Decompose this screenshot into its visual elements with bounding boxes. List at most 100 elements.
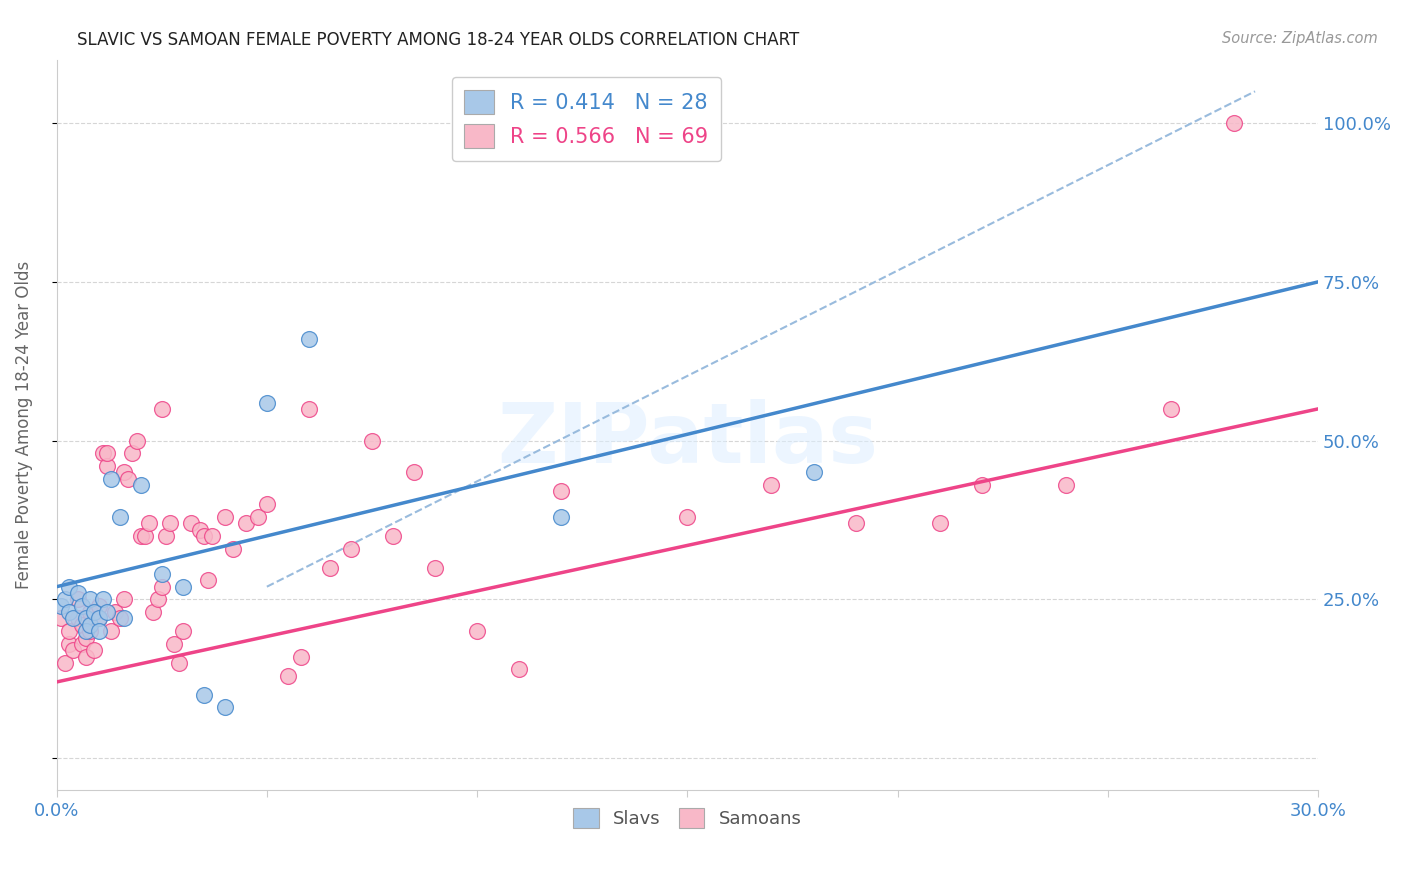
Point <box>108 611 131 625</box>
Point <box>146 592 169 607</box>
Point <box>79 605 101 619</box>
Point <box>150 580 173 594</box>
Point <box>58 580 80 594</box>
Point <box>75 631 97 645</box>
Point <box>62 611 84 625</box>
Point <box>970 478 993 492</box>
Point <box>96 605 118 619</box>
Point <box>100 624 122 639</box>
Text: ZIPatlas: ZIPatlas <box>496 399 877 480</box>
Point <box>66 611 89 625</box>
Point <box>256 497 278 511</box>
Point <box>96 446 118 460</box>
Point <box>142 605 165 619</box>
Point <box>70 637 93 651</box>
Point <box>193 688 215 702</box>
Point <box>53 592 76 607</box>
Point <box>340 541 363 556</box>
Point <box>91 446 114 460</box>
Point <box>290 649 312 664</box>
Point <box>193 529 215 543</box>
Point <box>247 509 270 524</box>
Point <box>129 478 152 492</box>
Point <box>423 560 446 574</box>
Point <box>167 656 190 670</box>
Point <box>83 605 105 619</box>
Point <box>112 611 135 625</box>
Text: SLAVIC VS SAMOAN FEMALE POVERTY AMONG 18-24 YEAR OLDS CORRELATION CHART: SLAVIC VS SAMOAN FEMALE POVERTY AMONG 18… <box>77 31 800 49</box>
Point <box>125 434 148 448</box>
Point <box>49 599 72 613</box>
Point <box>676 509 699 524</box>
Point <box>550 509 572 524</box>
Point <box>155 529 177 543</box>
Point <box>75 611 97 625</box>
Point <box>87 599 110 613</box>
Point <box>79 624 101 639</box>
Point <box>100 472 122 486</box>
Point <box>172 580 194 594</box>
Point <box>62 643 84 657</box>
Point <box>201 529 224 543</box>
Point <box>1223 116 1246 130</box>
Point <box>222 541 245 556</box>
Point <box>214 700 236 714</box>
Point <box>66 586 89 600</box>
Point <box>298 401 321 416</box>
Point <box>70 599 93 613</box>
Point <box>87 611 110 625</box>
Point <box>75 624 97 639</box>
Point <box>150 401 173 416</box>
Point <box>803 466 825 480</box>
Point <box>87 624 110 639</box>
Point <box>104 605 127 619</box>
Point <box>361 434 384 448</box>
Point <box>79 617 101 632</box>
Y-axis label: Female Poverty Among 18-24 Year Olds: Female Poverty Among 18-24 Year Olds <box>15 260 32 589</box>
Point <box>319 560 342 574</box>
Point <box>150 566 173 581</box>
Point <box>235 516 257 531</box>
Point <box>75 649 97 664</box>
Point <box>277 668 299 682</box>
Point <box>508 662 530 676</box>
Point <box>138 516 160 531</box>
Point <box>134 529 156 543</box>
Point <box>79 592 101 607</box>
Point <box>197 574 219 588</box>
Point <box>1054 478 1077 492</box>
Point <box>1160 401 1182 416</box>
Point <box>58 605 80 619</box>
Point <box>96 458 118 473</box>
Point <box>298 332 321 346</box>
Point <box>180 516 202 531</box>
Point <box>91 592 114 607</box>
Text: Source: ZipAtlas.com: Source: ZipAtlas.com <box>1222 31 1378 46</box>
Point <box>70 617 93 632</box>
Point <box>382 529 405 543</box>
Point <box>53 656 76 670</box>
Point <box>112 466 135 480</box>
Point <box>256 395 278 409</box>
Point <box>465 624 488 639</box>
Point <box>214 509 236 524</box>
Point <box>58 624 80 639</box>
Point <box>402 466 425 480</box>
Point <box>121 446 143 460</box>
Point <box>129 529 152 543</box>
Point <box>845 516 868 531</box>
Point <box>83 643 105 657</box>
Point <box>49 611 72 625</box>
Legend: Slavs, Samoans: Slavs, Samoans <box>567 800 808 836</box>
Point <box>112 592 135 607</box>
Point <box>928 516 950 531</box>
Point <box>761 478 783 492</box>
Point <box>172 624 194 639</box>
Point <box>550 484 572 499</box>
Point <box>66 592 89 607</box>
Point <box>58 637 80 651</box>
Point <box>159 516 181 531</box>
Point <box>108 509 131 524</box>
Point <box>188 523 211 537</box>
Point <box>163 637 186 651</box>
